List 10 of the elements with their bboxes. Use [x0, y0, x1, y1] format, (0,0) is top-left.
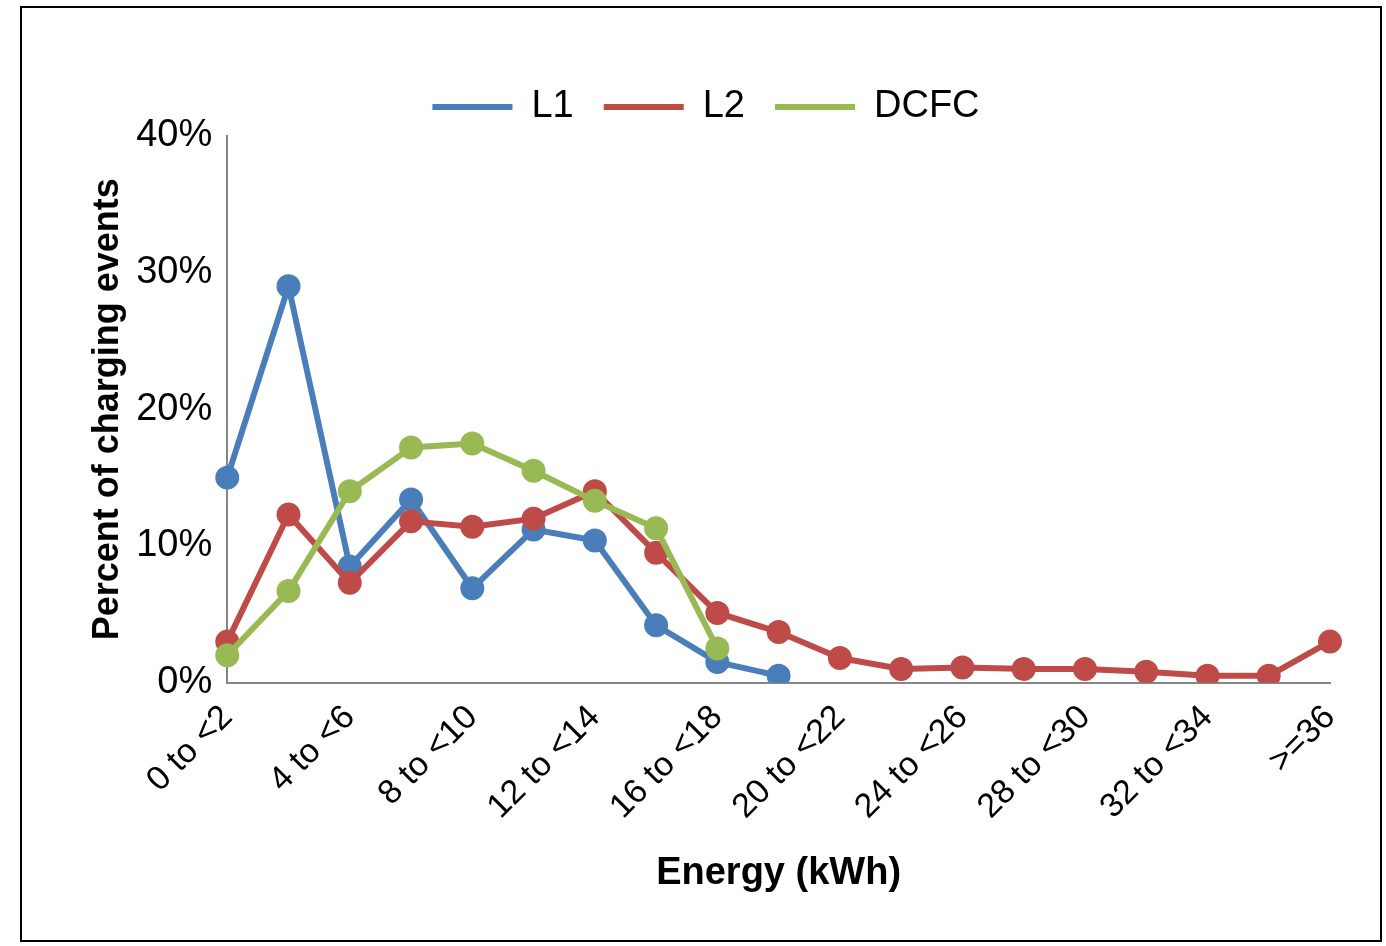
y-tick-label: 20% — [136, 385, 213, 428]
legend-label: L2 — [702, 83, 746, 126]
y-axis-title: Percent of charging events — [84, 178, 126, 641]
y-tick-label: 40% — [136, 112, 213, 155]
legend-label: DCFC — [874, 83, 980, 126]
y-tick-label: 10% — [136, 522, 213, 565]
y-tick-label: 30% — [136, 249, 213, 292]
x-axis-title: Energy (kWh) — [656, 849, 902, 892]
legend-label: L1 — [531, 83, 574, 126]
x-tick-label: 4 to <6 — [260, 696, 362, 798]
